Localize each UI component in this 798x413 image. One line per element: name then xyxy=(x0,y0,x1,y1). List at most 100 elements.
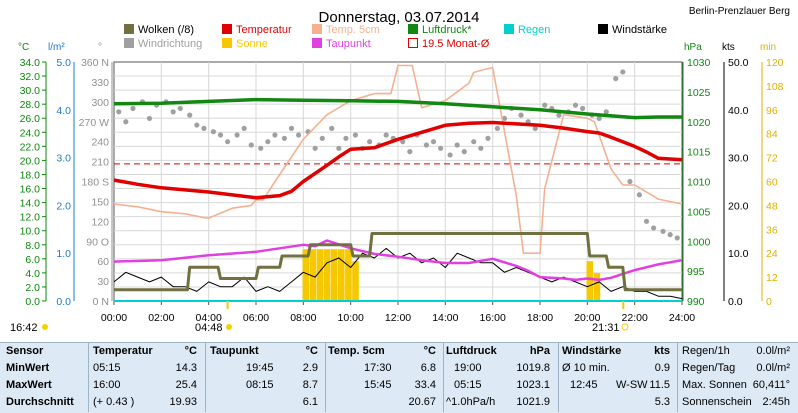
sun-tick-label: 84 xyxy=(766,129,778,141)
legend-swatch xyxy=(408,24,418,34)
temp-tick-label: 6.0 xyxy=(25,254,40,266)
wind-direction-point xyxy=(319,135,325,141)
pressure-axis-unit: hPa xyxy=(684,42,702,53)
temp-tick-label: 16.0 xyxy=(20,184,41,196)
temp-tick-label: 8.0 xyxy=(25,240,40,252)
stats-header-soil-unit: °C xyxy=(423,345,436,357)
weather-chart: Donnerstag, 03.07.2014 Berlin-Prenzlauer… xyxy=(0,0,798,342)
stats-time: 08:15 xyxy=(246,379,274,391)
legend-label: Windrichtung xyxy=(138,38,202,50)
wind-direction-point xyxy=(580,105,586,112)
stats-col-sensor: Sensor MinWert MaxWert Durchschnitt xyxy=(6,343,86,413)
time-tick-label: 04:00 xyxy=(196,312,222,324)
legend-swatch xyxy=(598,24,608,34)
direction-axis-unit: ° xyxy=(98,42,102,53)
wind-direction-point xyxy=(217,132,224,138)
stats-cell: 08:15 8.7 xyxy=(210,377,322,394)
wind-direction-point xyxy=(471,139,477,145)
stats-header-sensor: Sensor xyxy=(6,345,44,357)
stats-divider xyxy=(88,342,89,412)
legend-label: Luftdruck* xyxy=(422,24,472,36)
wind-direction-point xyxy=(613,75,619,82)
sun-bar xyxy=(586,261,594,301)
temp-tick-label: 32.0 xyxy=(20,71,41,83)
stats-header-temp-unit: °C xyxy=(184,345,197,357)
temp-tick-label: 14.0 xyxy=(20,198,41,210)
temp-axis-unit: °C xyxy=(18,42,29,53)
wind-direction-point xyxy=(130,105,136,112)
stats-cell: 19:00 1019.8 xyxy=(446,360,554,377)
wind-direction-point xyxy=(225,139,231,145)
stats-time: Ø 10 min. xyxy=(562,362,610,374)
chart-background xyxy=(0,0,798,342)
temp-tick-label: 12.0 xyxy=(20,212,41,224)
direction-tick-label: 270 W xyxy=(79,117,109,129)
temp-tick-label: 22.0 xyxy=(20,141,41,153)
wind-direction-point xyxy=(423,142,429,148)
wind-tick-label: 30.0 xyxy=(728,153,749,165)
stats-value: 5.3 xyxy=(654,396,670,408)
pressure-tick-label: 1030 xyxy=(687,57,711,69)
legend-swatch xyxy=(312,38,322,48)
rain-tick-label: 3.0 xyxy=(56,153,71,165)
time-tick-label: 18:00 xyxy=(527,312,553,324)
legend-swatch xyxy=(312,24,322,34)
stats-right-label: Max. Sonnen xyxy=(682,379,747,391)
sun-tick-label: 96 xyxy=(766,105,778,117)
sun-bar xyxy=(338,249,345,301)
legend-label: Temp. 5cm xyxy=(326,24,380,36)
stats-value: 33.4 xyxy=(414,379,436,391)
pressure-tick-label: 1005 xyxy=(687,206,711,218)
wind-direction-point xyxy=(272,132,278,138)
stats-value: 2.9 xyxy=(302,362,318,374)
time-tick-label: 12:00 xyxy=(385,312,411,324)
time-tick-label: 24:00 xyxy=(669,312,695,324)
wind-direction-point xyxy=(329,125,335,131)
pressure-tick-label: 995 xyxy=(687,266,705,278)
sun-bar xyxy=(330,249,338,301)
stats-time: 16:00 xyxy=(93,379,121,391)
time-tick-label: 00:00 xyxy=(101,312,127,324)
legend-label: Sonne xyxy=(236,38,268,50)
sunrise-label: 04:48 xyxy=(195,322,223,334)
wind-direction-point xyxy=(494,125,500,131)
sun-bar xyxy=(309,249,317,301)
sunrise-left-dot xyxy=(42,324,48,330)
time-tick-label: 10:00 xyxy=(338,312,364,324)
stats-value: 1023.1 xyxy=(516,379,550,391)
temp-tick-label: 4.0 xyxy=(25,268,40,280)
sun-bar xyxy=(302,249,310,301)
time-tick-label: 02:00 xyxy=(148,312,174,324)
stats-right-value: 0.0l/m² xyxy=(756,362,790,374)
legend-label: Regen xyxy=(518,24,550,36)
series-windst-rke xyxy=(113,247,683,300)
wind-direction-point xyxy=(241,125,247,131)
stats-right-label: Regen/Tag xyxy=(682,362,736,374)
sun-bar xyxy=(323,249,331,301)
stats-row-label: Durchschnitt xyxy=(6,396,74,408)
wind-direction-point xyxy=(116,109,122,115)
wind-direction-point xyxy=(265,139,271,145)
series-temp-5cm xyxy=(113,64,683,254)
stats-right-label: Sonnenschein xyxy=(682,396,752,408)
wind-direction-point xyxy=(288,125,295,131)
stats-right-value: 2:45h xyxy=(762,396,790,408)
stats-header-temp: Temperatur °C xyxy=(93,343,201,360)
stats-right-value: 0.0l/m² xyxy=(756,345,790,357)
legend-label: Wolken (/8) xyxy=(138,24,194,36)
direction-tick-label: 90 O xyxy=(86,236,109,248)
stats-col-pressure: Luftdruck hPa 19:00 1019.8 05:15 1023.1 ^1.… xyxy=(446,343,554,413)
wind-direction-point xyxy=(636,192,643,198)
wind-tick-label: 20.0 xyxy=(728,200,749,212)
direction-tick-label: 180 S xyxy=(82,177,109,189)
wind-direction-point xyxy=(501,115,508,122)
stats-value: 6.1 xyxy=(302,396,318,408)
stats-divider xyxy=(205,342,206,412)
sun-bar xyxy=(345,249,352,301)
wind-direction-point xyxy=(383,132,389,138)
stats-header-pressure-label: Luftdruck xyxy=(446,345,497,357)
pressure-tick-label: 1025 xyxy=(687,87,711,99)
stats-value: 19.93 xyxy=(169,396,197,408)
series-luftdruck xyxy=(113,97,682,120)
stats-panel: Sensor MinWert MaxWert Durchschnitt Temp… xyxy=(0,342,798,413)
